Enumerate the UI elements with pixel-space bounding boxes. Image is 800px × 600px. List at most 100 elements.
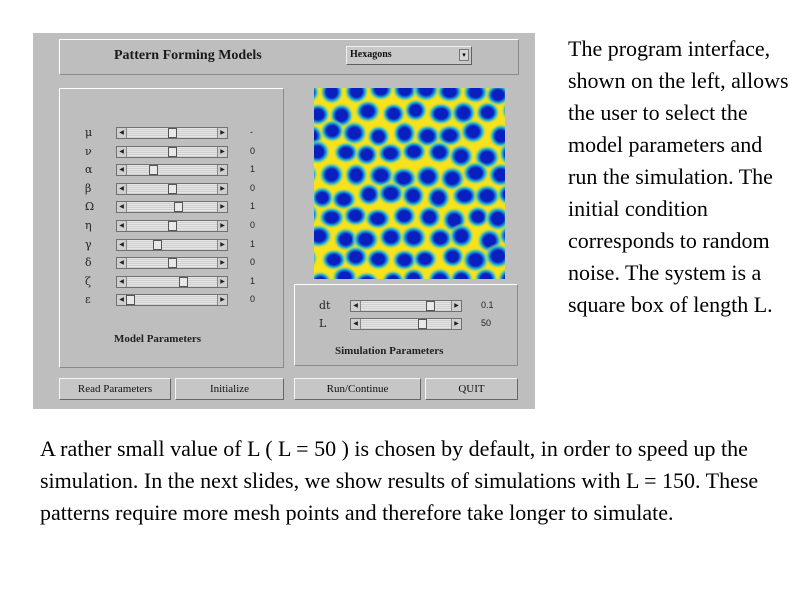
- dropdown-arrow-icon: ▾: [459, 49, 469, 61]
- sim-param-slider[interactable]: ◀ ▶: [350, 300, 462, 312]
- pattern-spot: [392, 120, 417, 147]
- model-param-symbol: ν: [85, 144, 92, 158]
- slider-right-arrow-icon[interactable]: ▶: [217, 258, 227, 269]
- pattern-spot: [314, 204, 320, 225]
- model-param-slider[interactable]: ◀ ▶: [116, 238, 228, 251]
- model-select[interactable]: Hexagons ▾: [346, 46, 472, 65]
- slider-thumb[interactable]: [426, 301, 436, 311]
- model-param-slider[interactable]: ◀ ▶: [116, 257, 228, 270]
- pattern-spot: [391, 248, 418, 272]
- slider-left-arrow-icon[interactable]: ◀: [117, 221, 127, 231]
- slider-right-arrow-icon[interactable]: ▶: [217, 183, 227, 194]
- slider-right-arrow-icon[interactable]: ▶: [217, 165, 227, 176]
- model-param-slider[interactable]: ◀ ▶: [116, 127, 228, 139]
- model-param-slider[interactable]: ◀ ▶: [116, 275, 228, 288]
- model-param-row: α ◀ ▶ 1: [60, 163, 285, 177]
- pattern-spot: [314, 165, 319, 184]
- pattern-spot: [377, 225, 405, 250]
- slider-thumb[interactable]: [126, 295, 135, 306]
- slider-left-arrow-icon[interactable]: ◀: [117, 183, 127, 194]
- pattern-spot: [351, 227, 380, 252]
- sim-param-symbol: L: [319, 317, 327, 330]
- pattern-spot: [487, 162, 505, 188]
- slider-left-arrow-icon[interactable]: ◀: [117, 258, 127, 269]
- sim-param-value: 0.1: [481, 300, 494, 310]
- model-param-value: 1: [250, 238, 256, 249]
- run-continue-button[interactable]: Run/Continue: [294, 378, 421, 400]
- slider-thumb[interactable]: [174, 202, 184, 213]
- model-param-slider[interactable]: ◀ ▶: [116, 182, 228, 195]
- slider-right-arrow-icon[interactable]: ▶: [217, 221, 227, 231]
- pattern-spot: [461, 160, 490, 186]
- slider-left-arrow-icon[interactable]: ◀: [117, 276, 127, 287]
- pattern-spot: [344, 162, 369, 188]
- simulation-parameters-panel: dt ◀ ▶ 0.1 L ◀ ▶ 50 Simulation Parameters: [294, 284, 518, 366]
- slider-right-arrow-icon[interactable]: ▶: [217, 128, 227, 138]
- model-param-symbol: β: [85, 181, 92, 195]
- pattern-spot: [473, 267, 499, 279]
- sim-param-symbol: dt: [319, 299, 331, 312]
- slider-right-arrow-icon[interactable]: ▶: [217, 146, 227, 157]
- model-param-row: γ ◀ ▶ 1: [60, 238, 285, 252]
- model-param-value: 1: [250, 201, 256, 212]
- slider-left-arrow-icon[interactable]: ◀: [117, 202, 127, 213]
- slider-thumb[interactable]: [418, 319, 428, 329]
- pattern-spot: [501, 101, 505, 120]
- slider-left-arrow-icon[interactable]: ◀: [351, 301, 361, 311]
- slider-thumb[interactable]: [167, 146, 177, 157]
- slider-right-arrow-icon[interactable]: ▶: [217, 276, 227, 287]
- sim-param-slider[interactable]: ◀ ▶: [350, 318, 462, 330]
- app-title: Pattern Forming Models: [114, 48, 262, 63]
- slider-left-arrow-icon[interactable]: ◀: [117, 165, 127, 176]
- pattern-spot: [449, 267, 474, 279]
- model-param-slider[interactable]: ◀ ▶: [116, 145, 228, 158]
- quit-button[interactable]: QUIT: [425, 378, 518, 400]
- model-param-row: μ ◀ ▶ -: [60, 126, 285, 140]
- model-param-slider[interactable]: ◀ ▶: [116, 220, 228, 232]
- slider-thumb[interactable]: [167, 221, 177, 231]
- pattern-spot: [314, 223, 333, 249]
- slider-thumb[interactable]: [152, 239, 162, 250]
- model-param-slider[interactable]: ◀ ▶: [116, 294, 228, 307]
- pattern-spot: [465, 205, 490, 229]
- pattern-spot: [426, 140, 453, 165]
- slider-right-arrow-icon[interactable]: ▶: [217, 295, 227, 306]
- model-param-slider[interactable]: ◀ ▶: [116, 164, 228, 177]
- slider-thumb[interactable]: [167, 128, 177, 138]
- pattern-spot: [356, 182, 382, 207]
- model-param-slider[interactable]: ◀ ▶: [116, 201, 228, 214]
- pattern-spot: [391, 204, 417, 228]
- model-param-value: 0: [250, 257, 256, 268]
- pattern-spot: [461, 247, 490, 273]
- pattern-spot: [364, 207, 392, 230]
- model-param-row: Ω ◀ ▶ 1: [60, 200, 285, 214]
- model-param-row: ν ◀ ▶ 0: [60, 145, 285, 159]
- pattern-spot: [488, 123, 505, 149]
- pattern-spot: [365, 247, 392, 271]
- slider-thumb[interactable]: [149, 165, 159, 176]
- slider-thumb[interactable]: [167, 258, 177, 269]
- slider-right-arrow-icon[interactable]: ▶: [451, 301, 461, 311]
- initialize-button[interactable]: Initialize: [175, 378, 284, 400]
- slider-right-arrow-icon[interactable]: ▶: [217, 239, 227, 250]
- slider-left-arrow-icon[interactable]: ◀: [117, 146, 127, 157]
- pattern-spot: [400, 183, 426, 208]
- model-param-value: -: [250, 127, 253, 137]
- pattern-spot: [354, 271, 380, 279]
- slider-thumb[interactable]: [179, 276, 189, 287]
- pattern-spot: [426, 267, 454, 279]
- pattern-spot: [331, 265, 358, 279]
- slider-left-arrow-icon[interactable]: ◀: [117, 128, 127, 138]
- slider-right-arrow-icon[interactable]: ▶: [217, 202, 227, 213]
- slider-right-arrow-icon[interactable]: ▶: [451, 319, 461, 329]
- model-parameters-panel: μ ◀ ▶ - ν ◀ ▶ 0 α ◀ ▶ 1 β ◀ ▶ 0 Ω ◀ ▶ 1 η ◀ ▶ 0 γ ◀ ▶ 1 δ ◀ ▶ 0 ζ ◀ ▶ 1 ε ◀ ▶ 0…: [59, 88, 284, 368]
- slider-thumb[interactable]: [167, 183, 177, 194]
- model-param-value: 1: [250, 275, 256, 286]
- model-param-value: 0: [250, 294, 256, 305]
- read-parameters-button[interactable]: Read Parameters: [59, 378, 171, 400]
- sim-param-row: dt ◀ ▶ 0.1: [295, 299, 520, 313]
- slider-left-arrow-icon[interactable]: ◀: [351, 319, 361, 329]
- slider-left-arrow-icon[interactable]: ◀: [117, 239, 127, 250]
- model-param-symbol: α: [85, 163, 93, 177]
- pattern-spot: [416, 204, 442, 230]
